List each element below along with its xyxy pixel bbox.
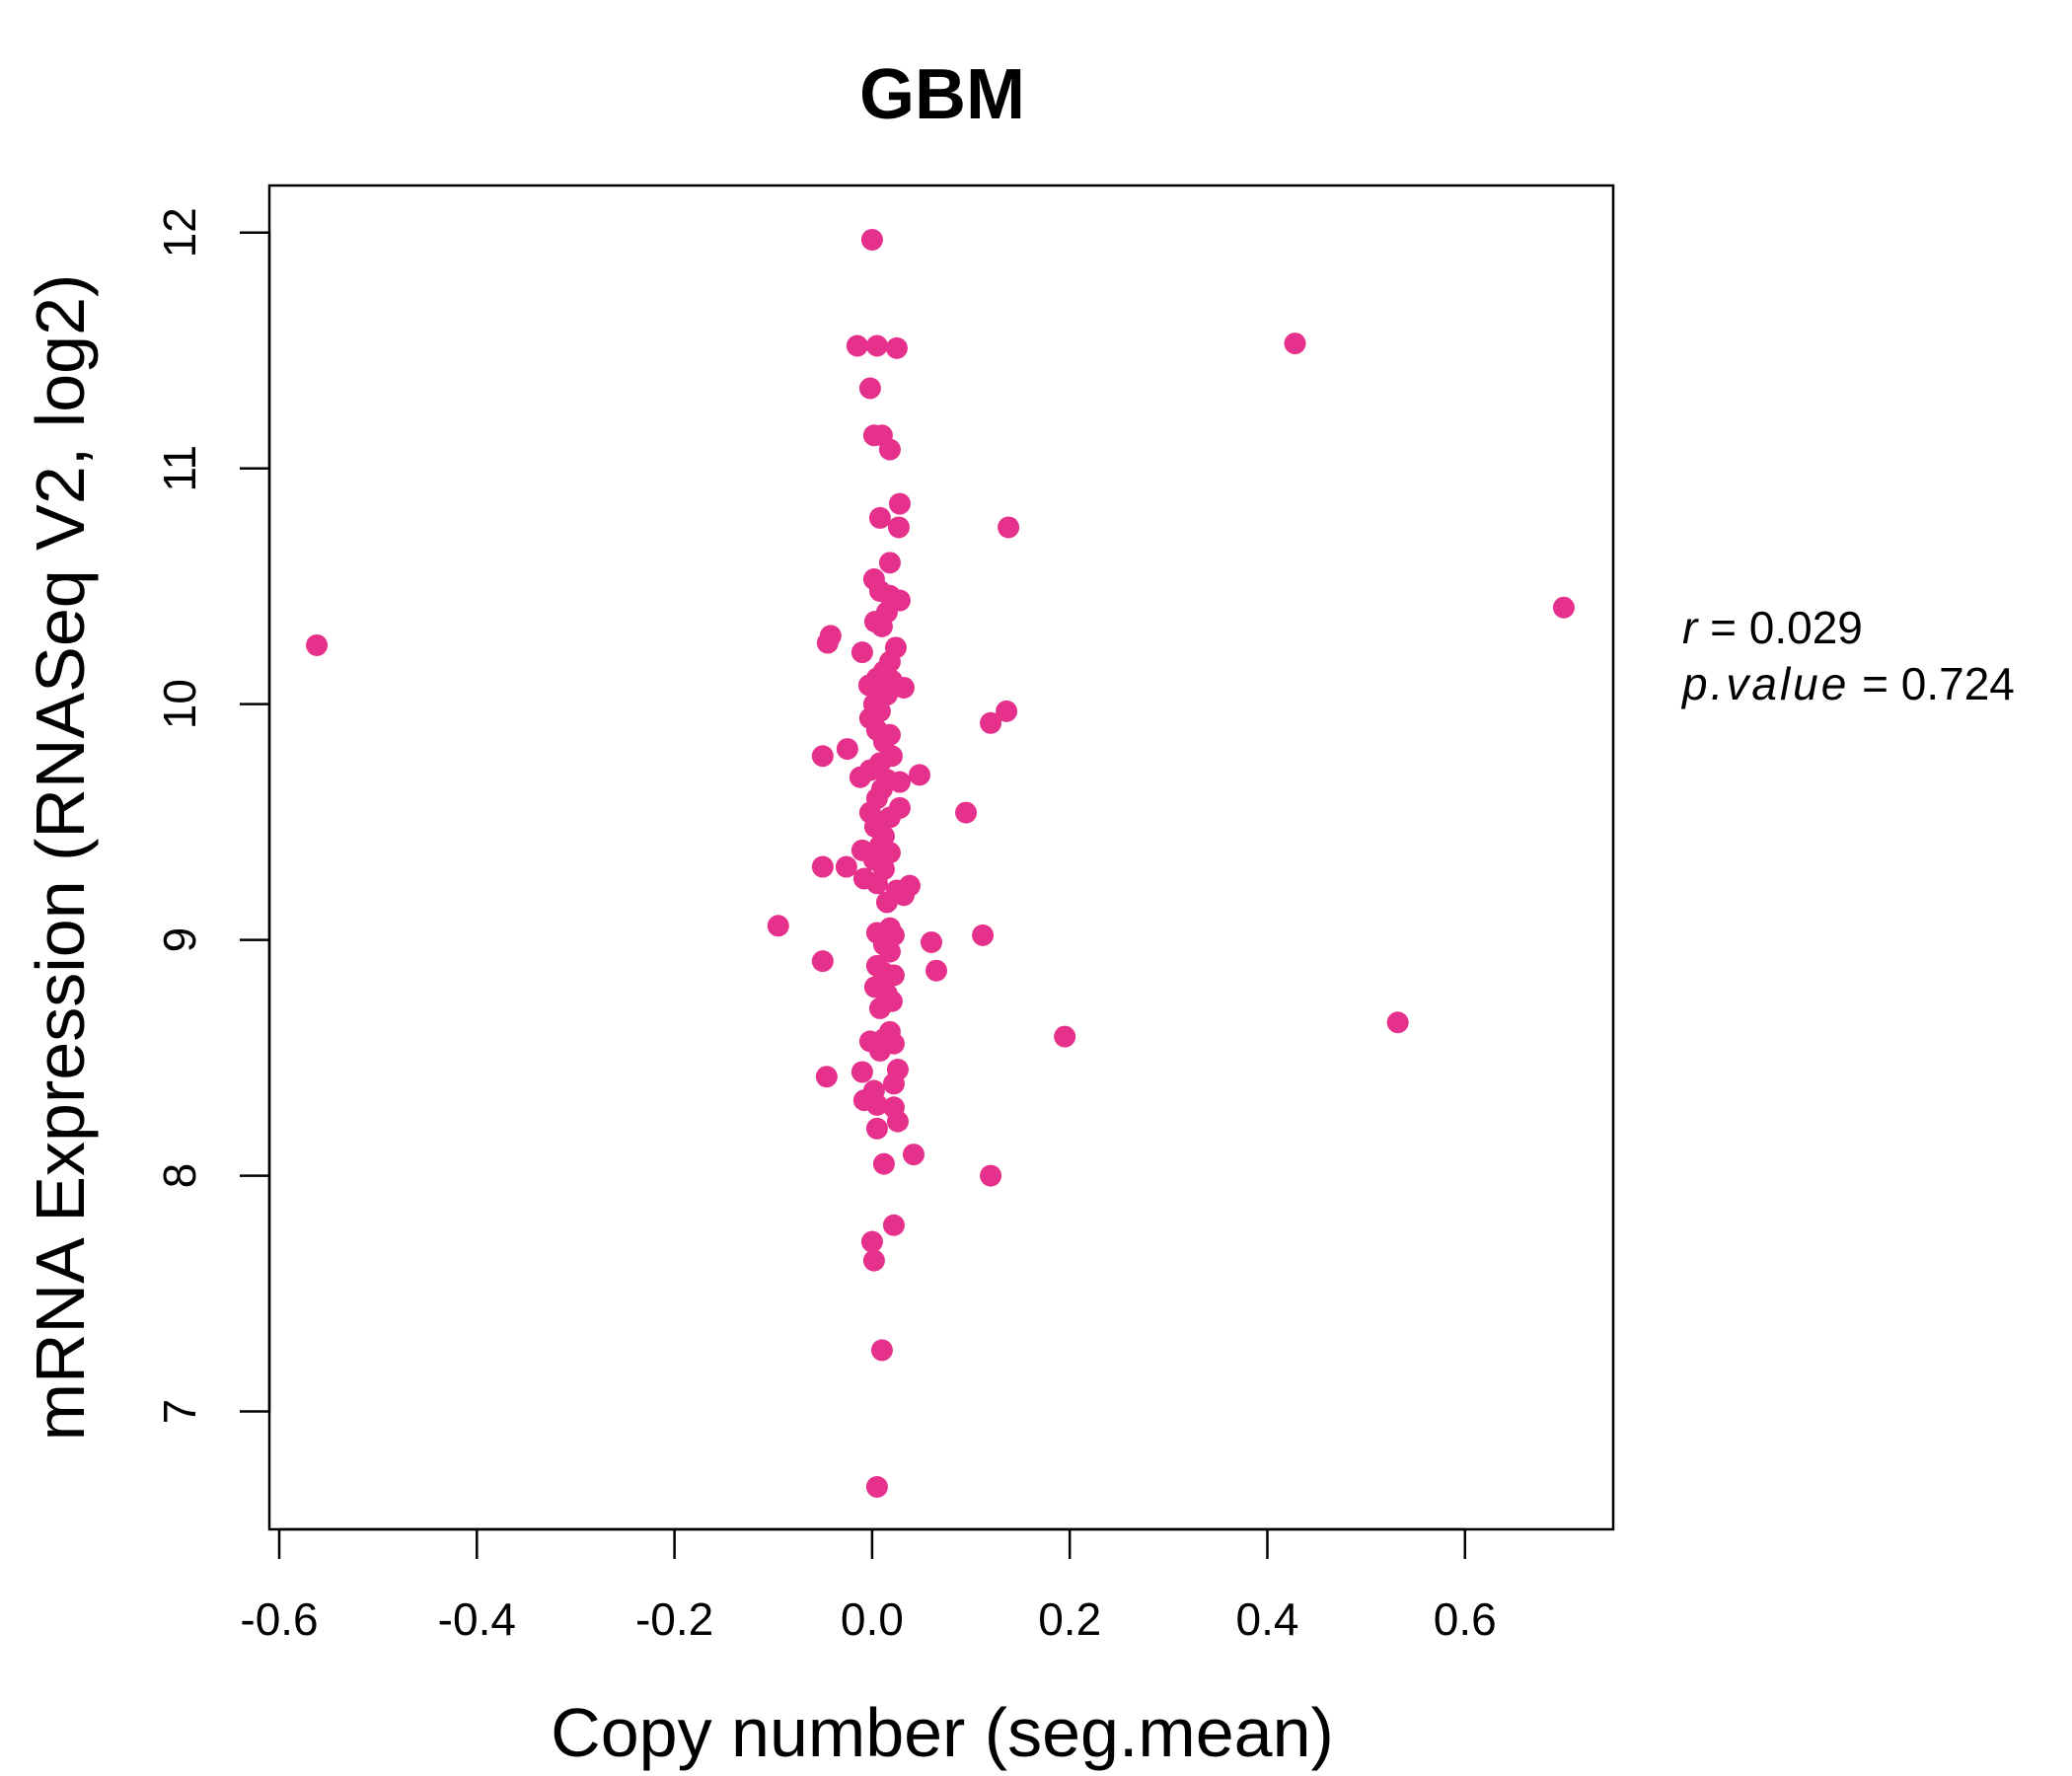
data-point-48 bbox=[888, 771, 911, 793]
data-point-103 bbox=[865, 1117, 888, 1140]
data-point-70 bbox=[767, 915, 789, 937]
data-point-3 bbox=[865, 334, 888, 357]
y-tick-label-4: 11 bbox=[154, 445, 205, 492]
x-tick-label-3: 0.0 bbox=[841, 1593, 904, 1645]
data-point-95 bbox=[851, 1061, 873, 1083]
data-point-107 bbox=[882, 1214, 905, 1236]
r-stat-equals: = bbox=[1697, 602, 1748, 653]
data-point-53 bbox=[955, 801, 978, 824]
p-value-label: p.value bbox=[1680, 658, 1849, 709]
data-point-69 bbox=[875, 891, 898, 914]
data-point-10 bbox=[868, 506, 891, 529]
data-point-45 bbox=[849, 766, 871, 788]
data-point-62 bbox=[835, 855, 857, 878]
data-point-61 bbox=[811, 855, 834, 878]
data-point-1 bbox=[860, 228, 883, 251]
chart-title: GBM bbox=[859, 55, 1025, 134]
p-value-value: 0.724 bbox=[1901, 658, 2015, 709]
plot-frame bbox=[267, 184, 1615, 1531]
data-point-110 bbox=[870, 1339, 893, 1362]
data-point-20 bbox=[870, 615, 893, 637]
data-point-112 bbox=[1284, 333, 1306, 355]
data-point-2 bbox=[846, 334, 868, 357]
data-points bbox=[306, 228, 1575, 1498]
data-point-46 bbox=[908, 764, 930, 786]
x-tick-label-1: -0.4 bbox=[438, 1593, 516, 1645]
data-point-111 bbox=[865, 1475, 888, 1498]
data-point-77 bbox=[878, 940, 901, 963]
data-point-34 bbox=[996, 700, 1018, 722]
data-point-100 bbox=[865, 1093, 888, 1116]
data-point-13 bbox=[878, 552, 901, 574]
data-point-40 bbox=[836, 738, 858, 761]
stats-annotation: r = 0.029 p.value = 0.724 bbox=[1680, 602, 2015, 709]
data-point-105 bbox=[872, 1152, 895, 1175]
data-point-4 bbox=[885, 336, 908, 359]
r-stat-label: r bbox=[1682, 602, 1699, 653]
data-point-29 bbox=[857, 674, 880, 697]
data-point-102 bbox=[886, 1110, 909, 1133]
r-stat: r = 0.029 bbox=[1682, 602, 1863, 653]
x-tick-label-4: 0.2 bbox=[1038, 1593, 1101, 1645]
data-point-74 bbox=[972, 924, 995, 946]
data-point-108 bbox=[860, 1230, 883, 1253]
y-tick-label-0: 7 bbox=[154, 1399, 205, 1425]
data-point-113 bbox=[1552, 596, 1575, 619]
p-value-equals: = bbox=[1849, 658, 1900, 709]
data-point-93 bbox=[868, 1039, 891, 1062]
data-point-87 bbox=[1386, 1011, 1409, 1034]
data-point-22 bbox=[816, 631, 839, 654]
data-point-36 bbox=[980, 711, 1002, 734]
x-tick-label-0: -0.6 bbox=[240, 1593, 318, 1645]
x-tick-label-6: 0.6 bbox=[1434, 1593, 1497, 1645]
x-axis: -0.6 -0.4 -0.2 0.0 0.2 0.4 0.6 bbox=[240, 1527, 1497, 1645]
data-point-89 bbox=[1054, 1025, 1076, 1048]
data-point-8 bbox=[878, 438, 901, 461]
data-point-12 bbox=[998, 516, 1020, 539]
x-tick-label-2: -0.2 bbox=[635, 1593, 713, 1645]
data-point-0 bbox=[306, 633, 329, 656]
x-axis-label: Copy number (seg.mean) bbox=[551, 1694, 1334, 1771]
data-point-68 bbox=[892, 884, 915, 907]
data-point-65 bbox=[865, 872, 888, 895]
data-point-97 bbox=[882, 1073, 905, 1095]
data-point-75 bbox=[920, 931, 942, 954]
y-tick-label-3: 10 bbox=[154, 679, 205, 729]
data-point-96 bbox=[815, 1066, 838, 1088]
y-tick-label-5: 12 bbox=[154, 207, 205, 258]
y-tick-label-1: 8 bbox=[154, 1163, 205, 1189]
data-point-82 bbox=[882, 964, 905, 987]
data-point-24 bbox=[851, 641, 873, 664]
data-point-9 bbox=[888, 492, 911, 515]
r-stat-value: 0.029 bbox=[1749, 602, 1863, 653]
data-point-11 bbox=[887, 516, 910, 539]
y-axis-label: mRNA Expression (RNASeq V2, log2) bbox=[22, 274, 99, 1442]
data-point-109 bbox=[862, 1249, 885, 1272]
data-point-41 bbox=[811, 745, 834, 768]
data-point-78 bbox=[811, 950, 834, 973]
p-value-stat: p.value = 0.724 bbox=[1680, 658, 2015, 709]
x-tick-label-5: 0.4 bbox=[1236, 1593, 1299, 1645]
data-point-104 bbox=[902, 1144, 925, 1166]
data-point-106 bbox=[980, 1164, 1002, 1187]
y-tick-label-2: 9 bbox=[154, 927, 205, 953]
y-axis: 7 8 9 10 11 12 bbox=[154, 207, 271, 1425]
data-point-80 bbox=[925, 959, 947, 982]
data-point-5 bbox=[858, 377, 881, 400]
data-point-86 bbox=[868, 997, 891, 1019]
data-point-30 bbox=[892, 676, 915, 699]
